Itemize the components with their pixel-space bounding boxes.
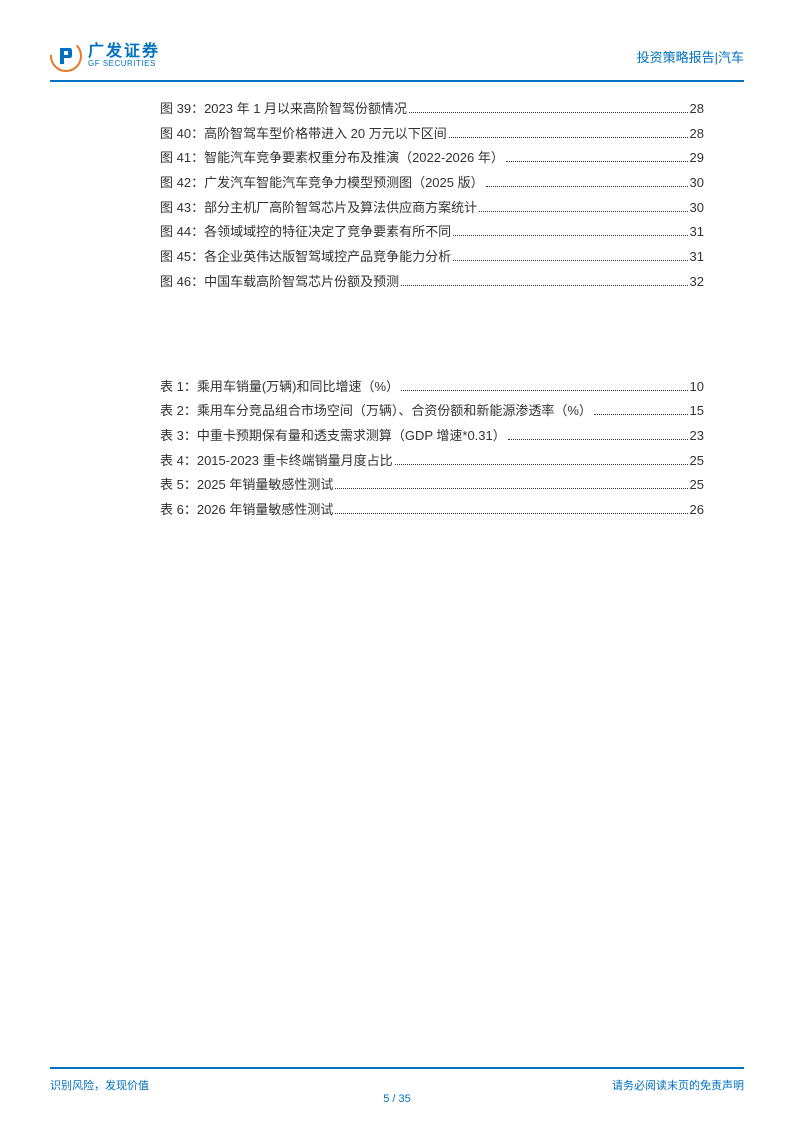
toc-tables-section: 表 1：乘用车销量(万辆)和同比增速（%）10表 2：乘用车分竞品组合市场空间（… (160, 375, 704, 523)
toc-entry-page: 28 (690, 122, 704, 147)
footer-left-text: 识别风险，发现价值 (50, 1077, 149, 1093)
toc-entry: 图 44：各领域域控的特征决定了竞争要素有所不同 31 (160, 220, 704, 245)
toc-entry: 图 42：广发汽车智能汽车竞争力模型预测图（2025 版） 30 (160, 171, 704, 196)
toc-dots (449, 137, 688, 138)
toc-entry-page: 29 (690, 146, 704, 171)
toc-entry-label: 图 39：2023 年 1 月以来高阶智驾份额情况 (160, 97, 407, 122)
toc-dots (594, 414, 688, 415)
toc-dots (409, 112, 687, 113)
toc-entry-page: 23 (690, 424, 704, 449)
toc-entry-label: 表 6：2026 年销量敏感性测试 (160, 498, 333, 523)
toc-dots (401, 285, 687, 286)
toc-entry-page: 25 (690, 449, 704, 474)
toc-dots (479, 211, 687, 212)
toc-entry-label: 表 1：乘用车销量(万辆)和同比增速（%） (160, 375, 399, 400)
page-number: 5 / 35 (383, 1093, 411, 1105)
toc-entry-page: 31 (690, 220, 704, 245)
toc-entry-label: 表 2：乘用车分竞品组合市场空间（万辆）、合资份额和新能源渗透率（%） (160, 399, 592, 424)
toc-entry: 表 4：2015-2023 重卡终端销量月度占比 25 (160, 449, 704, 474)
toc-entry-label: 表 5：2025 年销量敏感性测试 (160, 473, 333, 498)
toc-entry-label: 图 40：高阶智驾车型价格带进入 20 万元以下区间 (160, 122, 447, 147)
toc-dots (335, 513, 687, 514)
toc-entry-page: 25 (690, 473, 704, 498)
toc-entry-page: 15 (690, 399, 704, 424)
page-header: 广发证券 GF SECURITIES 投资策略报告|汽车 (50, 40, 744, 82)
toc-dots (401, 390, 687, 391)
toc-entry: 图 39：2023 年 1 月以来高阶智驾份额情况 28 (160, 97, 704, 122)
toc-dots (453, 260, 687, 261)
toc-entry: 图 43：部分主机厂高阶智驾芯片及算法供应商方案统计 30 (160, 196, 704, 221)
logo-chinese: 广发证券 (88, 44, 160, 60)
toc-entry-page: 28 (690, 97, 704, 122)
toc-entry-label: 表 4：2015-2023 重卡终端销量月度占比 (160, 449, 393, 474)
toc-entry-label: 图 43：部分主机厂高阶智驾芯片及算法供应商方案统计 (160, 196, 477, 221)
toc-entry-page: 10 (690, 375, 704, 400)
logo-mark-icon (50, 40, 82, 72)
toc-figures-section: 图 39：2023 年 1 月以来高阶智驾份额情况28图 40：高阶智驾车型价格… (160, 97, 704, 295)
toc-entry: 图 40：高阶智驾车型价格带进入 20 万元以下区间 28 (160, 122, 704, 147)
toc-entry-label: 图 42：广发汽车智能汽车竞争力模型预测图（2025 版） (160, 171, 484, 196)
toc-entry: 图 46：中国车载高阶智驾芯片份额及预测 32 (160, 270, 704, 295)
toc-entry-page: 32 (690, 270, 704, 295)
toc-entry-label: 图 41：智能汽车竞争要素权重分布及推演（2022-2026 年） (160, 146, 504, 171)
toc-entry: 图 41：智能汽车竞争要素权重分布及推演（2022-2026 年） 29 (160, 146, 704, 171)
toc-dots (486, 186, 688, 187)
page-container: 广发证券 GF SECURITIES 投资策略报告|汽车 图 39：2023 年… (0, 0, 794, 1123)
footer-right-text: 请务必阅读末页的免责声明 (612, 1077, 744, 1093)
toc-dots (335, 488, 687, 489)
toc-entry: 图 45：各企业英伟达版智驾域控产品竞争能力分析 31 (160, 245, 704, 270)
toc-entry-page: 31 (690, 245, 704, 270)
toc-entry: 表 1：乘用车销量(万辆)和同比增速（%） 10 (160, 375, 704, 400)
toc-entry-label: 图 45：各企业英伟达版智驾域控产品竞争能力分析 (160, 245, 451, 270)
toc-dots (395, 464, 688, 465)
toc-entry-label: 表 3：中重卡预期保有量和透支需求测算（GDP 增速*0.31） (160, 424, 506, 449)
toc-entry: 表 2：乘用车分竞品组合市场空间（万辆）、合资份额和新能源渗透率（%） 15 (160, 399, 704, 424)
page-footer: 识别风险，发现价值 请务必阅读末页的免责声明 (50, 1067, 744, 1093)
toc-dots (508, 439, 688, 440)
logo-english: GF SECURITIES (88, 60, 160, 68)
toc-dots (506, 161, 688, 162)
header-category: 投资策略报告|汽车 (637, 47, 744, 66)
toc-entry-label: 图 46：中国车载高阶智驾芯片份额及预测 (160, 270, 399, 295)
toc-entry: 表 3：中重卡预期保有量和透支需求测算（GDP 增速*0.31） 23 (160, 424, 704, 449)
logo-text: 广发证券 GF SECURITIES (88, 44, 160, 68)
toc-entry: 表 6：2026 年销量敏感性测试 26 (160, 498, 704, 523)
toc-entry-label: 图 44：各领域域控的特征决定了竞争要素有所不同 (160, 220, 451, 245)
toc-entry-page: 30 (690, 196, 704, 221)
toc-entry: 表 5：2025 年销量敏感性测试 25 (160, 473, 704, 498)
toc-dots (453, 235, 687, 236)
toc-entry-page: 30 (690, 171, 704, 196)
section-separator (160, 295, 704, 375)
toc-content: 图 39：2023 年 1 月以来高阶智驾份额情况28图 40：高阶智驾车型价格… (50, 97, 744, 1067)
toc-entry-page: 26 (690, 498, 704, 523)
logo: 广发证券 GF SECURITIES (50, 40, 160, 72)
